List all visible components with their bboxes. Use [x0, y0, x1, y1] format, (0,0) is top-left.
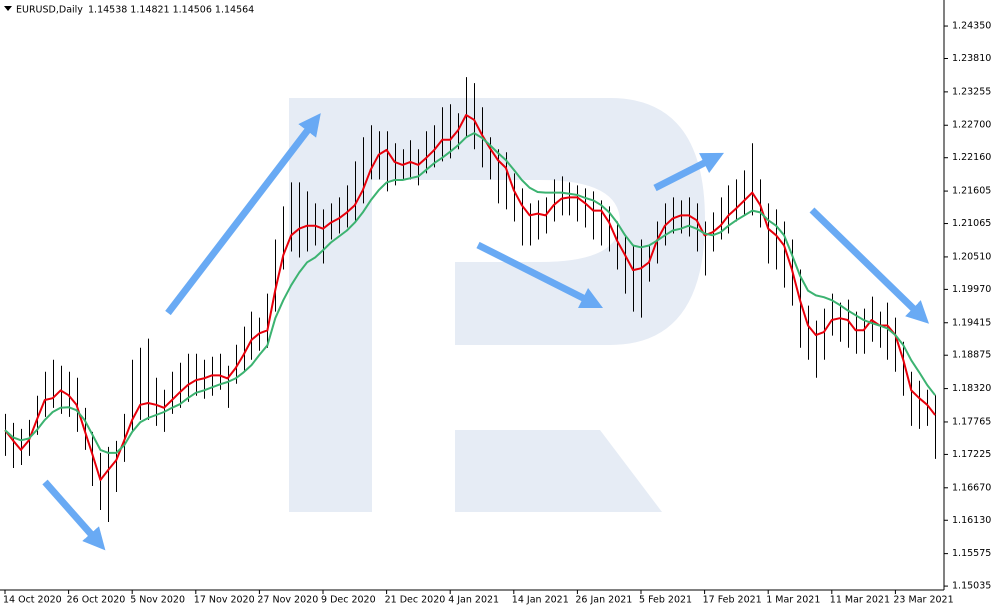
- arrow: [809, 207, 930, 324]
- arrow: [165, 113, 321, 316]
- y-tick-label: 1.15035: [952, 581, 991, 592]
- logo-leg: [455, 430, 662, 512]
- y-tick-label: 1.18320: [952, 383, 991, 394]
- plot: [4, 77, 936, 523]
- x-tick-label: 4 Jan 2021: [448, 595, 499, 606]
- x-tick-label: 14 Oct 2020: [3, 595, 62, 606]
- y-tick-label: 1.21065: [952, 218, 991, 229]
- y-tick-label: 1.18875: [952, 350, 991, 361]
- x-tick-label: 11 Mar 2021: [830, 595, 890, 606]
- x-tick-label: 26 Jan 2021: [575, 595, 632, 606]
- x-tick-label: 14 Jan 2021: [512, 595, 569, 606]
- moving-average-line: [4, 132, 936, 454]
- y-tick-label: 1.22160: [952, 152, 991, 163]
- title-icon: [4, 6, 12, 11]
- arrow: [653, 152, 724, 192]
- chart-subtitle: 1.14538 1.14821 1.14506 1.14564: [88, 5, 254, 16]
- x-tick-label: 5 Nov 2020: [130, 595, 185, 606]
- x-tick-label: 5 Feb 2021: [639, 595, 692, 606]
- y-tick-label: 1.17225: [952, 449, 991, 460]
- logo-body: [289, 98, 705, 512]
- y-tick-label: 1.24350: [952, 21, 991, 32]
- y-tick-label: 1.21605: [952, 186, 991, 197]
- x-tick-label: 23 Mar 2021: [893, 595, 953, 606]
- y-tick-label: 1.20510: [952, 251, 991, 262]
- x-tick-label: 26 Oct 2020: [67, 595, 126, 606]
- watermark-logo: [289, 98, 705, 512]
- x-tick-label: 9 Dec 2020: [321, 595, 376, 606]
- y-tick-label: 1.19970: [952, 284, 991, 295]
- x-tick-label: 17 Feb 2021: [703, 595, 762, 606]
- x-tick-label: 17 Nov 2020: [194, 595, 255, 606]
- x-tick-label: 27 Nov 2020: [257, 595, 318, 606]
- chart-title: EURUSD,Daily: [16, 5, 83, 16]
- y-tick-label: 1.15575: [952, 548, 991, 559]
- y-tick-label: 1.23255: [952, 86, 991, 97]
- moving-average-line: [4, 114, 936, 481]
- y-tick-label: 1.22700: [952, 120, 991, 131]
- trend-arrows: [42, 113, 930, 551]
- arrow: [42, 479, 106, 551]
- y-tick-label: 1.19415: [952, 317, 991, 328]
- y-tick-label: 1.16130: [952, 515, 991, 526]
- x-tick-label: 21 Dec 2020: [385, 595, 446, 606]
- y-tick-label: 1.16670: [952, 482, 991, 493]
- y-tick-label: 1.23810: [952, 53, 991, 64]
- x-tick-label: 1 Mar 2021: [766, 595, 820, 606]
- arrow: [476, 241, 604, 309]
- y-tick-label: 1.17765: [952, 416, 991, 427]
